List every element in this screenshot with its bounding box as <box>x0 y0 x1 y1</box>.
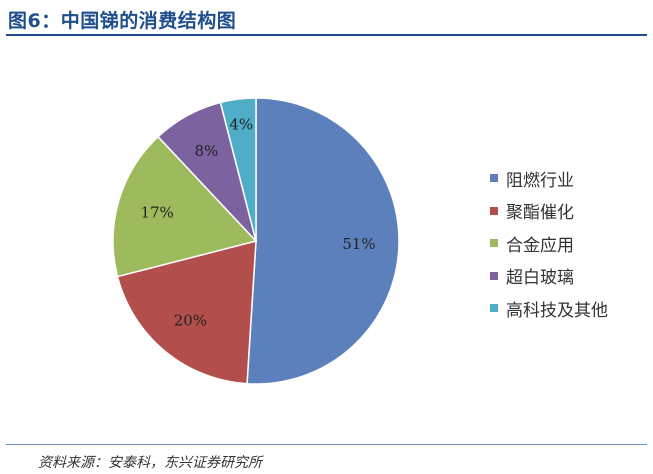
pie-slice-3 <box>112 135 258 278</box>
legend-swatch <box>490 239 498 248</box>
footer-divider <box>6 444 647 445</box>
legend-label: 高科技及其他 <box>506 300 608 321</box>
pie-data-label-1: 51% <box>342 235 375 253</box>
legend: 阻燃行业聚酯催化合金应用超白玻璃高科技及其他 <box>490 162 608 325</box>
legend-swatch <box>490 271 498 280</box>
legend-label: 阻燃行业 <box>506 170 574 191</box>
pie-slice-5 <box>219 97 257 242</box>
pie-data-label-4: 8% <box>195 142 219 160</box>
legend-swatch <box>490 174 498 183</box>
legend-item-2: 聚酯催化 <box>490 195 608 228</box>
legend-label: 合金应用 <box>506 235 574 256</box>
chart-title: 图6：中国锑的消费结构图 <box>8 10 237 32</box>
pie-data-label-2: 20% <box>174 311 207 329</box>
legend-item-4: 超白玻璃 <box>490 260 608 293</box>
legend-swatch <box>490 206 498 215</box>
legend-item-1: 阻燃行业 <box>490 162 608 195</box>
pie-data-label-5: 4% <box>229 116 253 134</box>
pie-slice-1 <box>246 97 400 385</box>
pie-slice-2 <box>116 240 257 385</box>
legend-swatch <box>490 304 498 313</box>
legend-label: 聚酯催化 <box>506 203 574 224</box>
pie-data-label-3: 17% <box>140 203 173 221</box>
legend-label: 超白玻璃 <box>506 268 574 289</box>
legend-item-3: 合金应用 <box>490 227 608 260</box>
legend-item-5: 高科技及其他 <box>490 292 608 325</box>
title-divider <box>6 34 647 36</box>
source-note: 资料来源：安泰科，东兴证券研究所 <box>38 455 262 471</box>
